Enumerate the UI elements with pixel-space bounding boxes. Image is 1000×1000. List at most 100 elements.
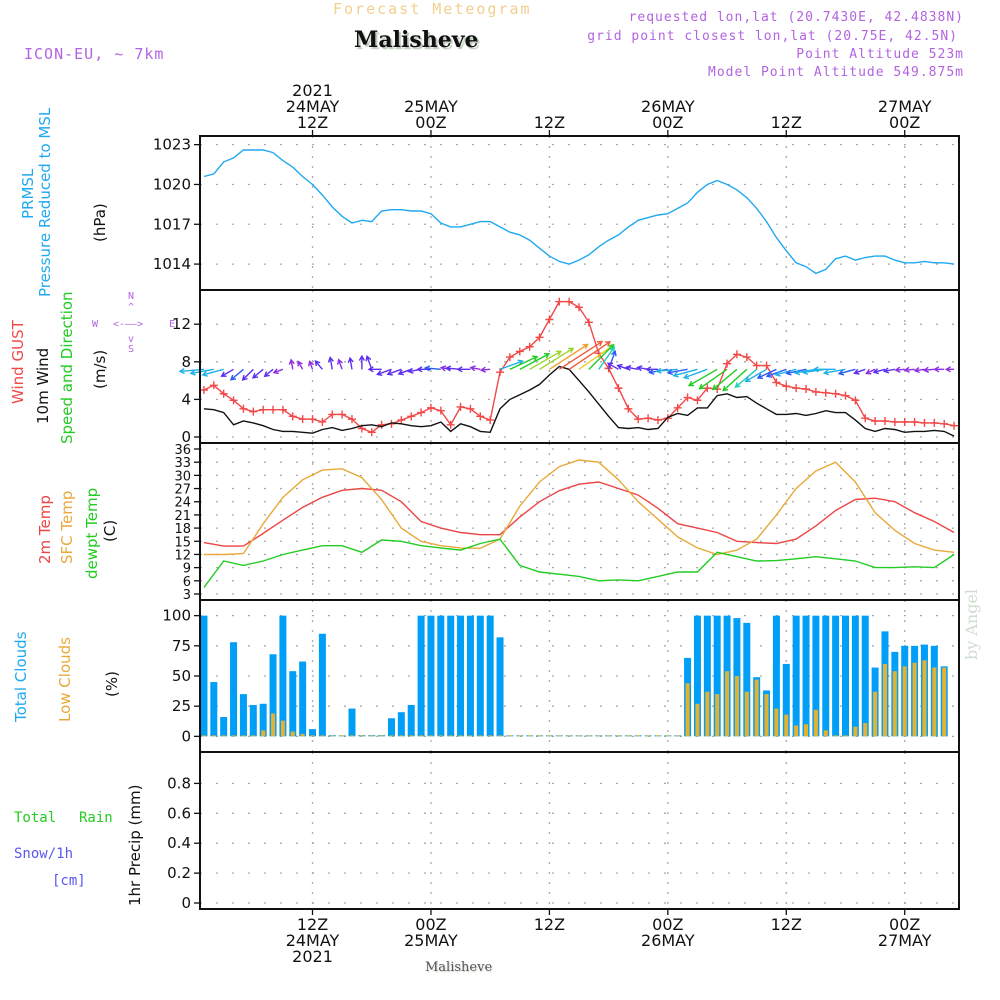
- wind-arrow-icon: [229, 368, 244, 381]
- bottom-time-label: 12Z: [771, 915, 802, 934]
- wind-arrow-icon: [598, 346, 616, 370]
- bar-total-clouds: [911, 645, 919, 737]
- bar-total-clouds: [476, 615, 484, 737]
- wind-arrow-icon: [698, 368, 728, 390]
- series-line-sfc-temp: [203, 459, 955, 556]
- bar-total-clouds: [338, 735, 346, 737]
- wind-arrow-icon: [347, 356, 354, 370]
- gust-marker: [624, 404, 633, 413]
- bar-low-clouds: [744, 691, 749, 737]
- bottom-time-label: 00Z: [652, 915, 683, 934]
- bar-total-clouds: [920, 644, 928, 737]
- bar-low-clouds: [211, 735, 216, 737]
- wind-arrow-icon: [568, 341, 612, 370]
- bottom-time-label: 25MAY: [404, 931, 458, 950]
- wind-arrow-icon: [337, 358, 343, 370]
- bar-total-clouds: [249, 704, 257, 737]
- bar-total-clouds: [210, 682, 218, 737]
- gust-marker: [555, 297, 564, 306]
- y-tick-label: 0.8: [167, 774, 191, 792]
- gust-marker: [772, 378, 781, 387]
- gust-marker: [950, 421, 959, 430]
- bar-total-clouds: [378, 735, 386, 737]
- bar-low-clouds: [310, 735, 315, 737]
- top-time-label: 00Z: [652, 113, 683, 132]
- grid-point-coords: grid point closest lon,lat (20.75E, 42.5…: [587, 29, 958, 44]
- bar-total-clouds: [536, 735, 544, 737]
- panel-clouds: [194, 599, 960, 753]
- requested-coords: requested lon,lat (20.7430E, 42.4838N): [628, 10, 964, 25]
- bar-low-clouds: [537, 735, 542, 737]
- wind-arrow-icon: [263, 368, 274, 378]
- wind-arrow-icon: [397, 368, 412, 376]
- y-tick-label: 18: [174, 522, 191, 537]
- gust-marker: [673, 403, 682, 412]
- wind-arrow-icon: [682, 368, 708, 380]
- wind-arrow-icon: [756, 368, 777, 380]
- model-point-altitude: Model Point Altitude 549.875m: [708, 65, 964, 80]
- wind-arrow-icon: [220, 368, 234, 377]
- wind-arrow-icon: [687, 368, 718, 387]
- bar-low-clouds: [468, 735, 473, 737]
- wind-arrow-icon: [558, 340, 604, 370]
- bar-total-clouds: [565, 735, 573, 737]
- wind-arrow-icon: [469, 365, 481, 372]
- wind-arrow-icon: [853, 368, 866, 375]
- wind-arrow-icon: [297, 360, 304, 370]
- top-time-label: 27MAY: [878, 97, 932, 116]
- gust-marker: [259, 405, 268, 414]
- bar-total-clouds: [684, 657, 692, 737]
- gust-marker: [278, 405, 287, 414]
- legend-10m-wind: 10m Wind: [34, 347, 52, 424]
- gust-marker: [347, 415, 356, 424]
- wind-arrow-icon: [539, 347, 575, 370]
- series-line-dewpt-temp: [203, 538, 955, 588]
- bar-total-clouds: [792, 615, 800, 737]
- wind-arrow-icon: [744, 368, 767, 383]
- wind-arrow-icon: [407, 367, 422, 374]
- bar-low-clouds: [882, 663, 887, 737]
- bar-low-clouds: [833, 735, 838, 737]
- wind-arrow-icon: [578, 344, 615, 370]
- bar-low-clouds: [359, 735, 364, 737]
- gust-marker: [357, 424, 366, 433]
- bar-total-clouds: [772, 615, 780, 737]
- bar-total-clouds: [585, 735, 593, 737]
- top-time-label: 00Z: [889, 113, 920, 132]
- gust-marker: [496, 368, 505, 377]
- bar-low-clouds: [675, 735, 680, 737]
- bar-total-clouds: [812, 615, 820, 737]
- gust-marker: [880, 417, 889, 426]
- point-altitude: Point Altitude 523m: [796, 47, 964, 62]
- bar-low-clouds: [665, 735, 670, 737]
- wind-arrow-icon: [376, 368, 392, 377]
- gust-marker: [229, 396, 238, 405]
- series-line-prmsl: [203, 149, 955, 275]
- top-time-label: 26MAY: [641, 97, 695, 116]
- gust-marker: [308, 415, 317, 424]
- gust-marker: [782, 382, 791, 391]
- gust-marker: [298, 415, 307, 424]
- gust-marker: [515, 347, 524, 356]
- gust-marker: [644, 414, 653, 423]
- wind-arrow-icon: [178, 367, 205, 375]
- legend-clouds-unit: (%): [103, 671, 121, 697]
- wind-arrow-icon: [636, 365, 649, 372]
- y-tick-label: 33: [174, 456, 191, 471]
- bar-total-clouds: [763, 690, 771, 737]
- gust-marker: [209, 381, 218, 390]
- bottom-time-label: 26MAY: [641, 931, 695, 950]
- bar-total-clouds: [447, 615, 455, 737]
- wind-arrow-icon: [288, 358, 295, 370]
- wind-arrow-icon: [314, 359, 323, 370]
- gust-marker: [466, 404, 475, 413]
- y-tick-label: 0.6: [167, 804, 191, 822]
- gust-marker: [584, 318, 593, 327]
- bar-total-clouds: [437, 615, 445, 737]
- legend-snow: Snow/1h: [14, 846, 74, 862]
- bar-total-clouds: [930, 645, 938, 737]
- wind-arrow-icon: [416, 366, 431, 373]
- bar-total-clouds: [753, 677, 761, 737]
- bar-total-clouds: [851, 615, 859, 737]
- panel-precip: [194, 751, 960, 910]
